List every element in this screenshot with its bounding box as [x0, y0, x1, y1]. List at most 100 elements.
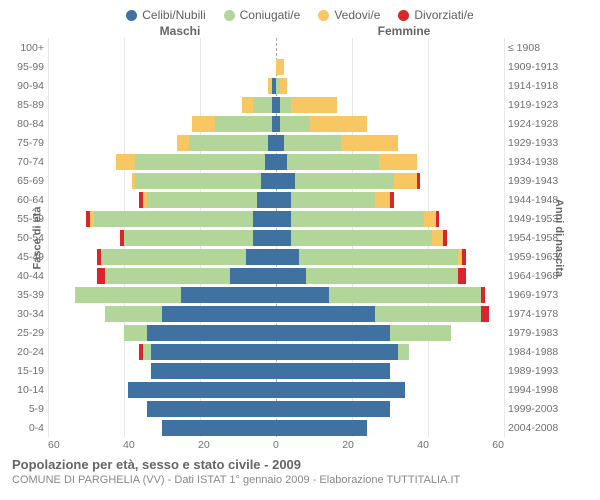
male-side [48, 59, 276, 75]
male-side [48, 420, 276, 436]
female-bar [276, 382, 405, 398]
male-bar [97, 249, 276, 265]
female-bar [276, 59, 284, 75]
female-side [276, 268, 504, 284]
age-row: 50-541954-1958 [0, 228, 600, 247]
seg-divorced [481, 306, 489, 322]
female-side [276, 192, 504, 208]
female-side [276, 40, 504, 56]
birth-label: 1909-1913 [504, 61, 568, 73]
birth-label: 1989-1993 [504, 365, 568, 377]
birth-label: 1954-1958 [504, 232, 568, 244]
seg-single [253, 230, 276, 246]
seg-single [276, 268, 306, 284]
seg-married [124, 325, 147, 341]
seg-divorced [462, 249, 466, 265]
seg-married [135, 173, 260, 189]
legend-item: Vedovi/e [318, 8, 380, 22]
age-row: 30-341974-1978 [0, 304, 600, 323]
seg-divorced [436, 211, 440, 227]
footer: Popolazione per età, sesso e stato civil… [0, 451, 600, 486]
age-row: 60-641944-1948 [0, 190, 600, 209]
seg-single [276, 401, 390, 417]
female-bar [276, 306, 489, 322]
seg-married [291, 192, 375, 208]
female-side [276, 306, 504, 322]
seg-widowed [276, 59, 284, 75]
age-label: 85-89 [0, 99, 48, 111]
seg-single [246, 249, 276, 265]
seg-married [299, 249, 459, 265]
x-axis: 6040200204060 [0, 437, 600, 451]
female-bar [276, 363, 390, 379]
seg-single [276, 325, 390, 341]
seg-married [215, 116, 272, 132]
birth-label: 1984-1988 [504, 346, 568, 358]
chart-container: Celibi/NubiliConiugati/eVedovi/eDivorzia… [0, 0, 600, 500]
female-bar [276, 249, 466, 265]
female-bar [276, 78, 287, 94]
male-side [48, 40, 276, 56]
seg-widowed [379, 154, 417, 170]
female-bar [276, 420, 367, 436]
age-label: 30-34 [0, 308, 48, 320]
birth-label: 1994-1998 [504, 384, 568, 396]
male-side [48, 382, 276, 398]
age-row: 95-991909-1913 [0, 57, 600, 76]
male-bar [86, 211, 276, 227]
seg-married [287, 154, 378, 170]
seg-single [268, 135, 276, 151]
age-row: 75-791929-1933 [0, 133, 600, 152]
female-bar [276, 268, 466, 284]
seg-married [143, 344, 151, 360]
female-side [276, 287, 504, 303]
male-side [48, 78, 276, 94]
side-headers: Maschi Femmine [0, 24, 600, 38]
male-side [48, 135, 276, 151]
age-row: 85-891919-1923 [0, 95, 600, 114]
seg-single [257, 192, 276, 208]
male-bar [105, 306, 276, 322]
seg-single [276, 249, 299, 265]
seg-single [276, 344, 398, 360]
male-side [48, 344, 276, 360]
age-label: 40-44 [0, 270, 48, 282]
x-tick: 60 [492, 439, 504, 451]
seg-married [94, 211, 254, 227]
legend-item: Divorziati/e [398, 8, 473, 22]
seg-widowed [424, 211, 435, 227]
male-side [48, 306, 276, 322]
male-side [48, 116, 276, 132]
male-bar [132, 173, 276, 189]
age-label: 100+ [0, 42, 48, 54]
legend-item: Coniugati/e [224, 8, 301, 22]
age-label: 90-94 [0, 80, 48, 92]
birth-label: 1929-1933 [504, 137, 568, 149]
female-header: Femmine [292, 24, 516, 38]
seg-widowed [177, 135, 188, 151]
seg-married [295, 173, 394, 189]
male-side [48, 211, 276, 227]
seg-married [291, 211, 424, 227]
legend: Celibi/NubiliConiugati/eVedovi/eDivorzia… [0, 0, 600, 24]
male-bar [97, 268, 276, 284]
female-bar [276, 97, 337, 113]
seg-widowed [291, 97, 337, 113]
seg-divorced [417, 173, 421, 189]
seg-widowed [394, 173, 417, 189]
seg-married [280, 97, 291, 113]
seg-single [276, 211, 291, 227]
seg-married [135, 154, 264, 170]
male-bar [268, 78, 276, 94]
female-side [276, 401, 504, 417]
x-tick: 20 [198, 439, 210, 451]
age-row: 45-491959-1963 [0, 247, 600, 266]
seg-divorced [390, 192, 394, 208]
seg-widowed [192, 116, 215, 132]
seg-married [105, 306, 162, 322]
legend-swatch [398, 10, 409, 21]
female-bar [276, 287, 485, 303]
birth-label: 1939-1943 [504, 175, 568, 187]
birth-label: 1914-1918 [504, 80, 568, 92]
seg-widowed [310, 116, 367, 132]
